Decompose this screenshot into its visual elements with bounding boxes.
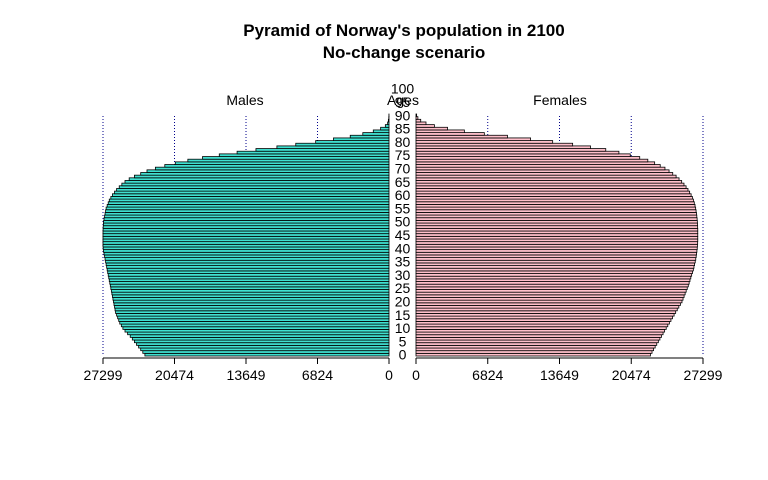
age-tick-label: 80 [395, 134, 411, 150]
x-tick-label-left: 0 [385, 367, 393, 383]
age-tick-label: 95 [395, 94, 411, 110]
age-tick-label: 30 [395, 267, 411, 283]
age-tick-label: 25 [395, 280, 411, 296]
x-tick-label-right: 6824 [472, 367, 503, 383]
age-tick-label: 85 [395, 121, 411, 137]
x-tick-label-left: 13649 [227, 367, 266, 383]
chart-title: Pyramid of Norway's population in 2100 [243, 21, 564, 40]
female-bar [415, 113, 418, 118]
x-tick-label-right: 13649 [540, 367, 579, 383]
male-bars [102, 113, 390, 357]
x-tick-label-right: 20474 [612, 367, 651, 383]
chart-subtitle: No-change scenario [323, 43, 486, 62]
x-tick-label-left: 20474 [155, 367, 194, 383]
age-tick-label: 65 [395, 174, 411, 190]
age-tick-label: 45 [395, 227, 411, 243]
age-tick-label: 20 [395, 293, 411, 309]
age-tick-label: 40 [395, 240, 411, 256]
ages-label: Ages [387, 92, 419, 108]
age-tick-label: 60 [395, 187, 411, 203]
female-bar [415, 118, 422, 123]
female-bars [415, 113, 699, 357]
age-tick-label: 0 [399, 347, 407, 363]
x-tick-label-right: 0 [412, 367, 420, 383]
age-tick-labels: 0510152025303540455055606570758085909510… [391, 81, 415, 363]
x-tick-label-left: 6824 [302, 367, 333, 383]
male-bar [380, 126, 390, 131]
age-tick-label: 50 [395, 214, 411, 230]
age-tick-label: 5 [399, 333, 407, 349]
x-tick-label-left: 27299 [84, 367, 123, 383]
male-bar [384, 124, 390, 128]
age-tick-label: 35 [395, 254, 411, 270]
age-tick-label: 10 [395, 320, 411, 336]
age-tick-label: 70 [395, 161, 411, 177]
age-tick-label: 55 [395, 200, 411, 216]
x-axis-left: 0 6824 13649 20474 27299 [84, 357, 393, 383]
males-label: Males [226, 92, 263, 108]
x-tick-label-right: 27299 [684, 367, 723, 383]
x-axis-right: 0 6824 13649 20474 27299 [412, 357, 723, 383]
age-tick-label: 90 [395, 107, 411, 123]
females-label: Females [533, 92, 587, 108]
age-tick-label: 100 [391, 81, 415, 97]
age-tick-label: 75 [395, 147, 411, 163]
age-tick-label: 15 [395, 307, 411, 323]
